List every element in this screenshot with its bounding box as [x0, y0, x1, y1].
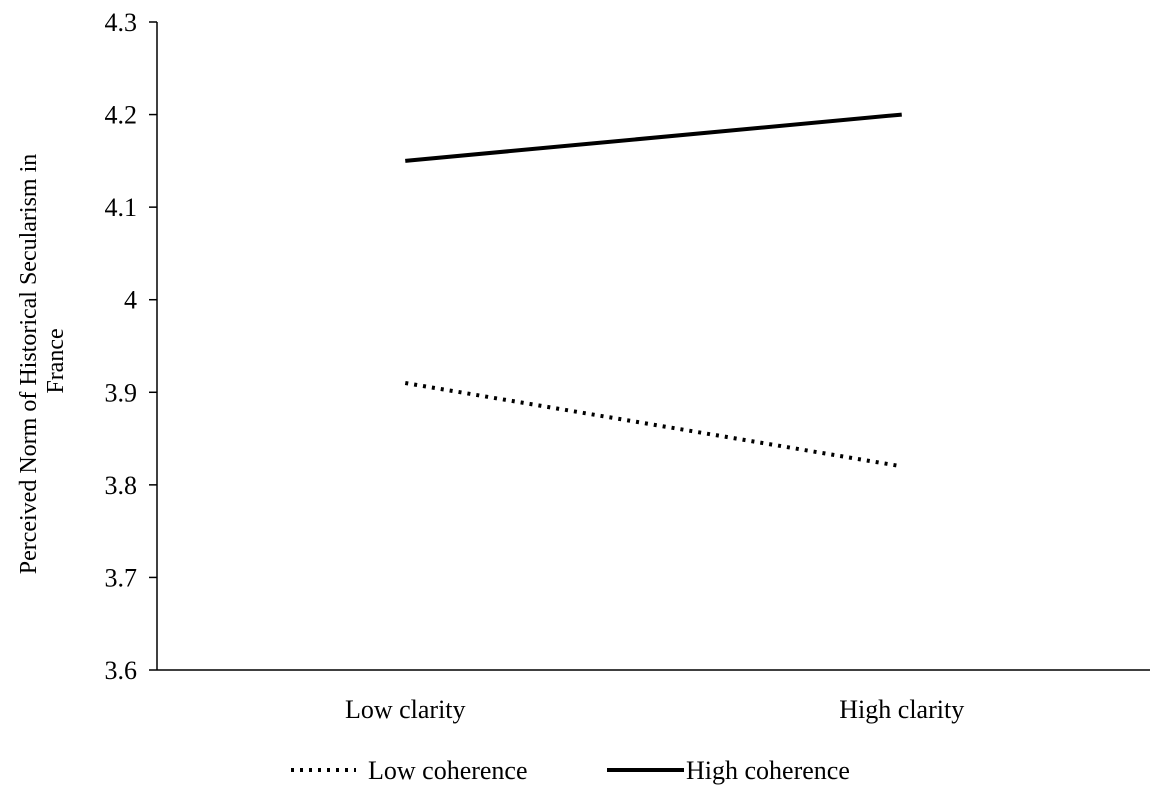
y-tick-label: 4.3 [105, 8, 138, 37]
y-tick-label: 4.1 [105, 193, 138, 222]
y-axis-title: Perceived Norm of Historical Secularism … [16, 148, 69, 575]
y-tick-label: 4 [124, 286, 137, 315]
y-tick-label: 3.8 [105, 471, 138, 500]
legend-label-low-coherence: Low coherence [368, 756, 528, 785]
y-axis-title-line-1: Perceived Norm of Historical Secularism … [16, 154, 42, 575]
series-line-high-coherence [405, 112, 902, 163]
series-line-low-coherence [404, 381, 903, 469]
y-tick-label: 4.2 [105, 101, 138, 130]
legend-label-high-coherence: High coherence [686, 756, 850, 785]
y-tick-label: 3.9 [105, 378, 138, 407]
y-tick-label: 3.6 [105, 656, 138, 685]
legend: Low coherence High coherence [291, 756, 850, 785]
x-category-label: Low clarity [345, 695, 466, 724]
y-axis-ticks: 3.6 3.7 3.8 3.9 4 4.1 4.2 4.3 [105, 8, 157, 685]
y-axis-title-line-2: France [43, 328, 69, 393]
y-tick-label: 3.7 [105, 563, 138, 592]
x-category-label: High clarity [839, 695, 964, 724]
